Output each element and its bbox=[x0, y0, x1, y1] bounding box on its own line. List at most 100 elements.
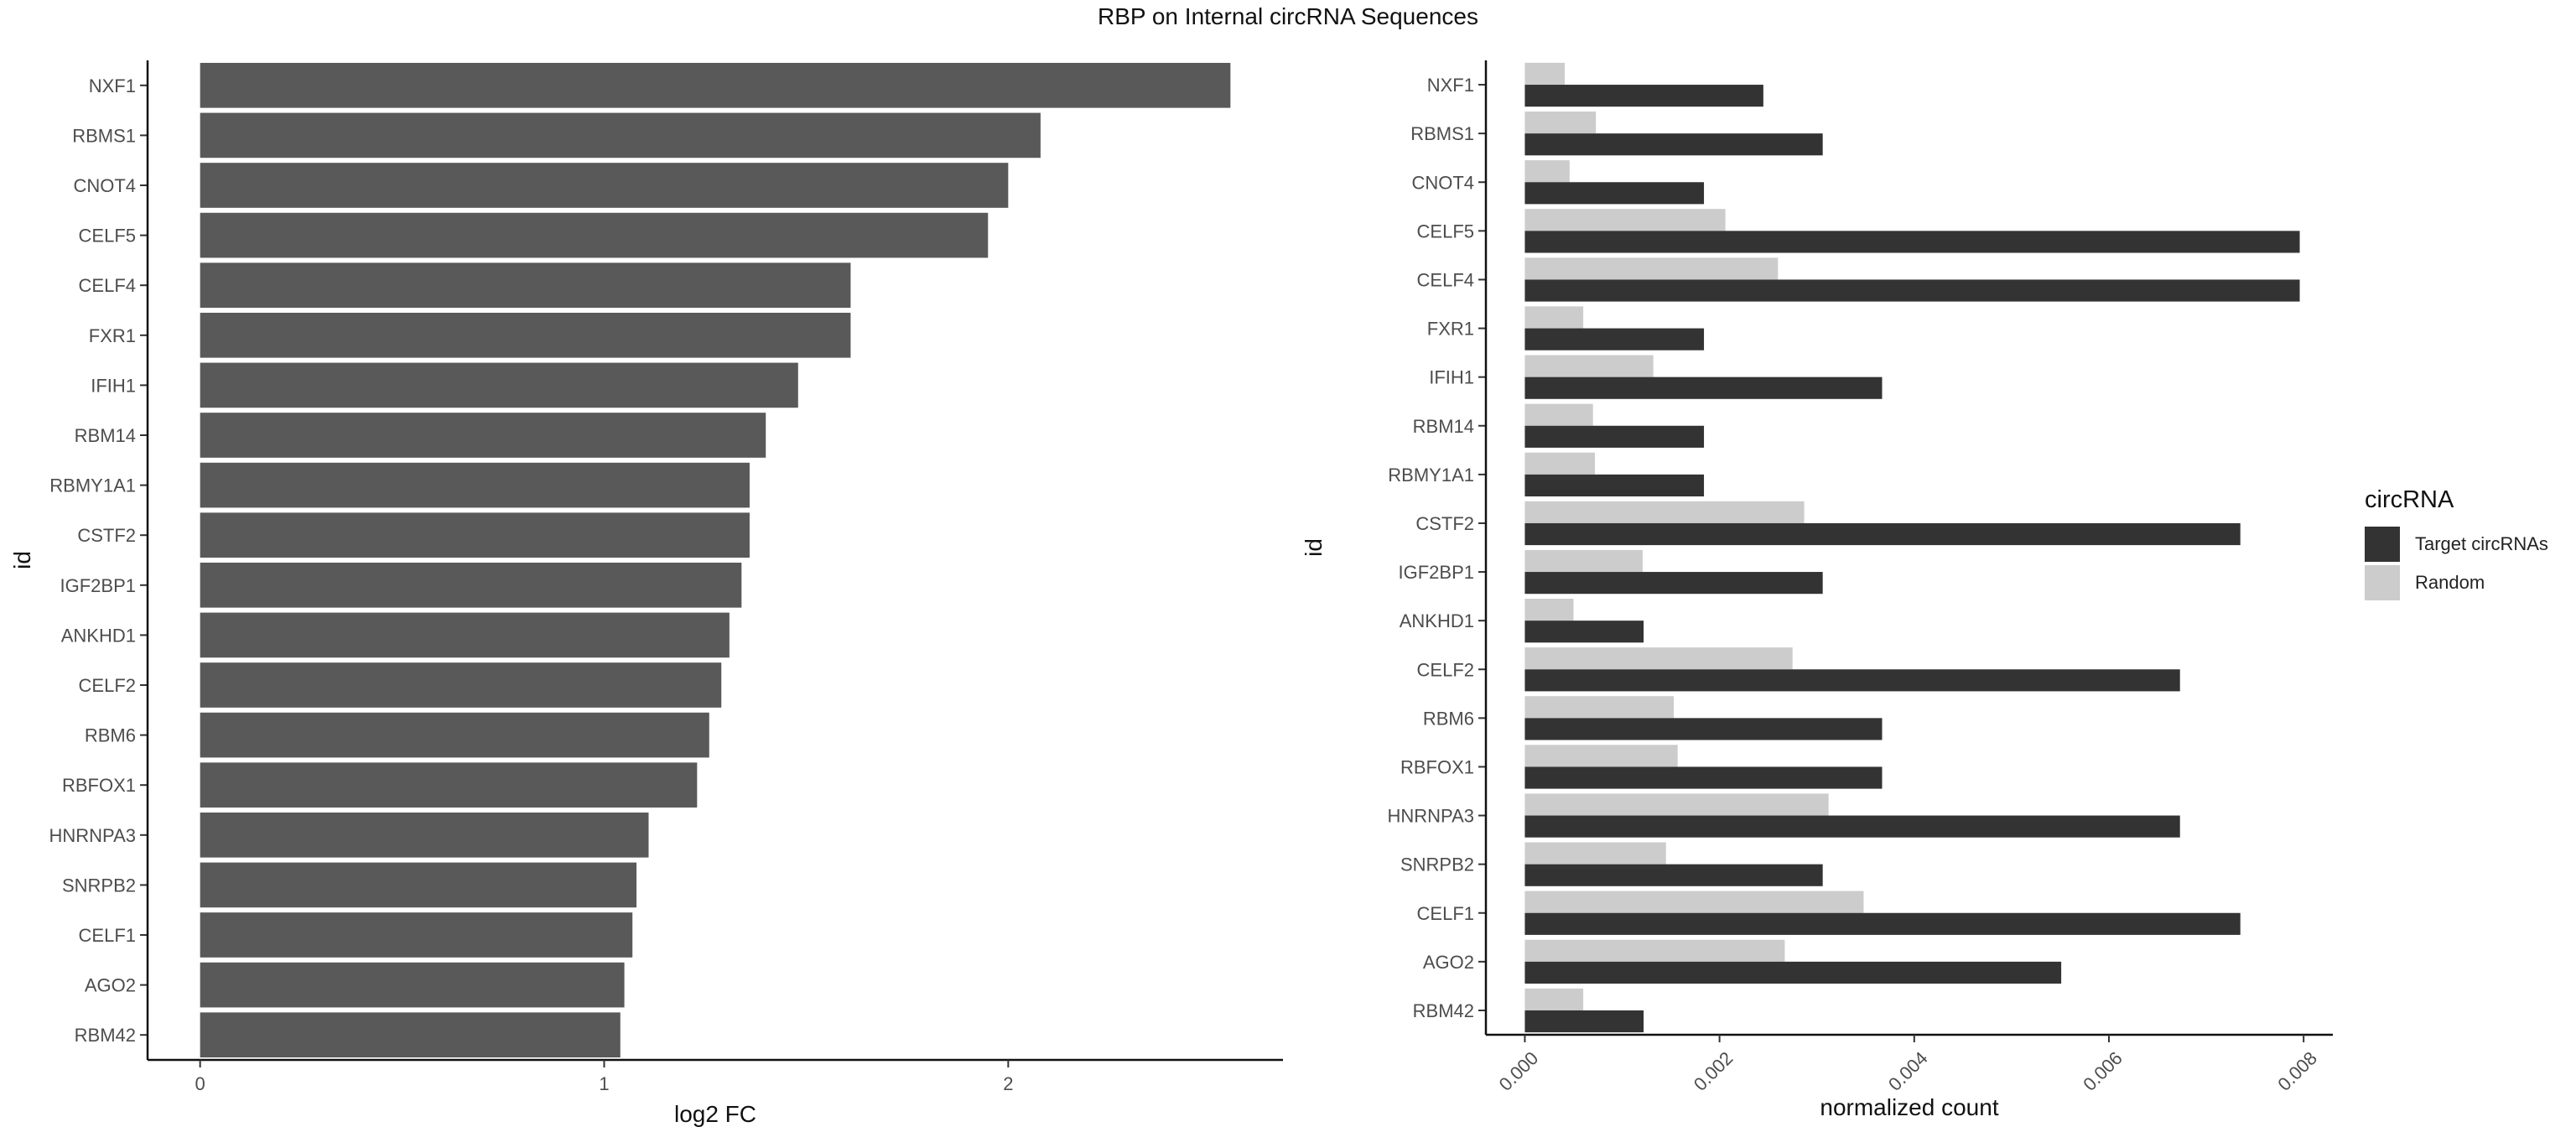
y-tick-label: CELF4 bbox=[79, 275, 136, 296]
right-grouped-bar-chart: NXF1 RBMS1 CNOT4 CELF5 CELF4 FXR1 IFIH1 RBM14 RB… bbox=[1301, 60, 2333, 1120]
y-tick-label: CELF1 bbox=[1417, 903, 1474, 924]
bar-nxf1 bbox=[200, 62, 1231, 108]
bar-random-celf2 bbox=[1524, 647, 1793, 670]
y-tick-label: RBMS1 bbox=[72, 125, 136, 146]
y-tick-label: RBFOX1 bbox=[1400, 756, 1474, 777]
bar-target-rbm42 bbox=[1524, 1010, 1644, 1033]
y-tick-label: HNRNPA3 bbox=[1387, 806, 1474, 827]
bar-target-ago2 bbox=[1524, 961, 2062, 984]
bar-target-rbm6 bbox=[1524, 718, 1883, 740]
y-tick-label: NXF1 bbox=[1427, 75, 1474, 96]
legend: circRNA Target circRNAs Random bbox=[2365, 486, 2548, 603]
bar-hnrnpa3 bbox=[200, 812, 649, 858]
bar-ifih1 bbox=[200, 362, 798, 408]
legend-label-target: Target circRNAs bbox=[2415, 533, 2548, 554]
bar-snrpb2 bbox=[200, 862, 637, 908]
bar-target-rbms1 bbox=[1524, 133, 1823, 156]
y-tick-label: CELF5 bbox=[1417, 221, 1474, 242]
bar-random-rbmy1a1 bbox=[1524, 452, 1596, 475]
bar-random-celf1 bbox=[1524, 891, 1864, 913]
legend-title: circRNA bbox=[2365, 486, 2454, 513]
y-tick-label: RBM42 bbox=[75, 1025, 136, 1046]
bar-target-ankhd1 bbox=[1524, 621, 1644, 643]
bar-cnot4 bbox=[200, 163, 1009, 208]
y-tick-label: CSTF2 bbox=[1415, 513, 1474, 534]
x-tick-label: 0 bbox=[195, 1073, 205, 1094]
y-tick-label: SNRPB2 bbox=[1400, 854, 1474, 875]
bar-celf4 bbox=[200, 262, 851, 309]
x-tick-label: 0.008 bbox=[2273, 1047, 2321, 1095]
bar-rbfox1 bbox=[200, 762, 698, 808]
legend-label-random: Random bbox=[2415, 572, 2485, 593]
bar-cstf2 bbox=[200, 512, 750, 558]
bar-random-igf2bp1 bbox=[1524, 549, 1643, 573]
bar-ago2 bbox=[200, 962, 625, 1008]
y-tick-label: IFIH1 bbox=[91, 375, 136, 396]
y-tick-label: IGF2BP1 bbox=[60, 575, 136, 596]
x-tick-label: 1 bbox=[599, 1073, 609, 1094]
y-tick-label: CELF2 bbox=[1417, 659, 1474, 680]
bar-target-celf1 bbox=[1524, 912, 2241, 935]
chart-title: RBP on Internal circRNA Sequences bbox=[1098, 3, 1478, 29]
y-tick-label: CNOT4 bbox=[73, 175, 136, 196]
bar-random-rbfox1 bbox=[1524, 745, 1678, 767]
bar-rbm14 bbox=[200, 413, 766, 458]
bar-random-nxf1 bbox=[1524, 62, 1566, 86]
y-tick-label: AGO2 bbox=[1423, 952, 1474, 973]
y-tick-label: CELF4 bbox=[1417, 269, 1474, 290]
bar-random-celf5 bbox=[1524, 209, 1726, 231]
bar-target-rbm14 bbox=[1524, 425, 1705, 448]
x-tick-label: 0.004 bbox=[1884, 1047, 1932, 1095]
left-bar-chart: NXF1 RBMS1 CNOT4 CELF5 CELF4 FXR1 IFIH1 RBM14 RB… bbox=[9, 60, 1283, 1127]
y-tick-label: AGO2 bbox=[85, 975, 136, 996]
bar-target-cnot4 bbox=[1524, 182, 1705, 205]
bar-target-rbfox1 bbox=[1524, 766, 1883, 789]
bar-random-ifih1 bbox=[1524, 355, 1654, 377]
y-tick-label: CELF1 bbox=[79, 925, 136, 946]
legend-item-target: Target circRNAs bbox=[2365, 526, 2548, 563]
y-tick-label: RBM14 bbox=[75, 425, 136, 446]
bar-celf1 bbox=[200, 912, 633, 958]
y-tick-label: RBM14 bbox=[1413, 416, 1474, 437]
y-tick-label: IGF2BP1 bbox=[1399, 562, 1474, 583]
y-tick-label: IFIH1 bbox=[1429, 367, 1474, 388]
bar-random-rbms1 bbox=[1524, 112, 1597, 134]
bar-target-cstf2 bbox=[1524, 522, 2241, 546]
bar-random-rbm14 bbox=[1524, 403, 1593, 426]
bar-target-celf2 bbox=[1524, 669, 2180, 692]
y-tick-label: CSTF2 bbox=[77, 525, 136, 546]
legend-swatch-target bbox=[2365, 527, 2400, 562]
bar-celf2 bbox=[200, 662, 722, 708]
y-tick-label: RBMY1A1 bbox=[1388, 465, 1474, 486]
y-tick-label: SNRPB2 bbox=[62, 875, 136, 896]
bar-target-nxf1 bbox=[1524, 85, 1763, 107]
y-tick-label: FXR1 bbox=[1427, 319, 1474, 340]
bar-celf5 bbox=[200, 212, 989, 258]
x-tick-label: 0.000 bbox=[1495, 1047, 1543, 1095]
bar-target-ifih1 bbox=[1524, 377, 1883, 399]
bar-target-celf5 bbox=[1524, 231, 2300, 253]
y-tick-label: NXF1 bbox=[89, 75, 136, 96]
bar-target-celf4 bbox=[1524, 279, 2300, 302]
y-tick-label: RBMS1 bbox=[1410, 123, 1474, 144]
y-axis-title: id bbox=[1301, 538, 1327, 557]
y-tick-label: RBFOX1 bbox=[62, 775, 136, 796]
bar-random-fxr1 bbox=[1524, 306, 1584, 329]
x-axis-title: log2 FC bbox=[674, 1101, 756, 1127]
y-axis-title: id bbox=[9, 551, 35, 569]
bar-target-rbmy1a1 bbox=[1524, 474, 1705, 496]
x-tick-label: 0.006 bbox=[2079, 1047, 2127, 1095]
y-tick-label: RBM6 bbox=[1423, 708, 1474, 729]
y-tick-label: RBMY1A1 bbox=[49, 475, 136, 496]
y-tick-label: ANKHD1 bbox=[61, 625, 136, 646]
bar-random-celf4 bbox=[1524, 257, 1779, 280]
bar-rbm42 bbox=[200, 1012, 621, 1058]
bar-igf2bp1 bbox=[200, 562, 742, 608]
bar-fxr1 bbox=[200, 312, 851, 358]
bar-random-rbm6 bbox=[1524, 696, 1675, 719]
x-axis-title: normalized count bbox=[1820, 1094, 1998, 1120]
y-tick-label: HNRNPA3 bbox=[49, 825, 136, 846]
bar-random-cstf2 bbox=[1524, 501, 1805, 523]
bar-rbms1 bbox=[200, 112, 1041, 158]
bar-random-cnot4 bbox=[1524, 160, 1570, 183]
